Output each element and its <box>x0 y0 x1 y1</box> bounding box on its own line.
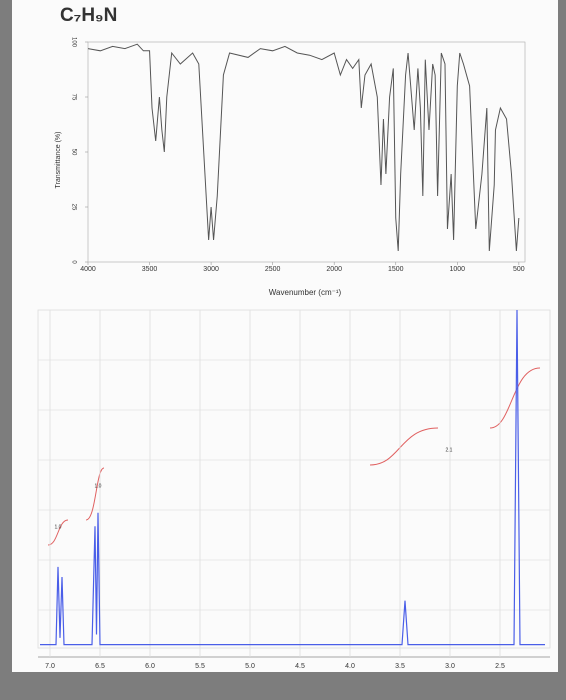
y-tick-label: 25 <box>70 204 76 211</box>
x-tick-label: 1000 <box>450 266 466 273</box>
chart-title: C₇H₉N <box>60 5 117 26</box>
integral-label: 1.0 <box>55 524 62 530</box>
x-tick-label: 4000 <box>80 266 96 273</box>
x-tick-label: 1500 <box>388 266 404 273</box>
x-tick-label: 500 <box>513 266 525 273</box>
x-tick-label: 2500 <box>265 266 281 273</box>
x-tick-label: 5.0 <box>245 663 255 670</box>
y-tick-label: 0 <box>70 260 76 264</box>
nmr-h-grid <box>38 359 550 611</box>
x-tick-label: 3500 <box>142 266 158 273</box>
x-tick-label: 4.5 <box>295 663 305 670</box>
x-tick-label: 6.5 <box>95 663 105 670</box>
spectrum-line <box>87 43 520 252</box>
y-tick-label: 50 <box>70 149 76 156</box>
integral-label: 2.1 <box>446 447 453 453</box>
integral-label: 1.0 <box>95 483 102 489</box>
x-axis-label: Wavenumber (cm⁻¹) <box>269 288 342 297</box>
y-axis-label: Transmittance (%) <box>55 132 62 189</box>
nmr-frame <box>37 309 551 649</box>
spectrum-line <box>40 309 545 646</box>
x-tick-label: 7.0 <box>45 663 55 670</box>
x-tick-label: 4.0 <box>345 663 355 670</box>
x-tick-label: 3.5 <box>395 663 405 670</box>
x-tick-label: 6.0 <box>145 663 155 670</box>
y-tick-label: 100 <box>70 37 76 48</box>
x-tick-label: 3000 <box>203 266 219 273</box>
x-tick-label: 2.5 <box>495 663 505 670</box>
x-tick-label: 3.0 <box>445 663 455 670</box>
y-tick-label: 75 <box>70 94 76 101</box>
x-tick-label: 2000 <box>326 266 342 273</box>
x-tick-label: 5.5 <box>195 663 205 670</box>
